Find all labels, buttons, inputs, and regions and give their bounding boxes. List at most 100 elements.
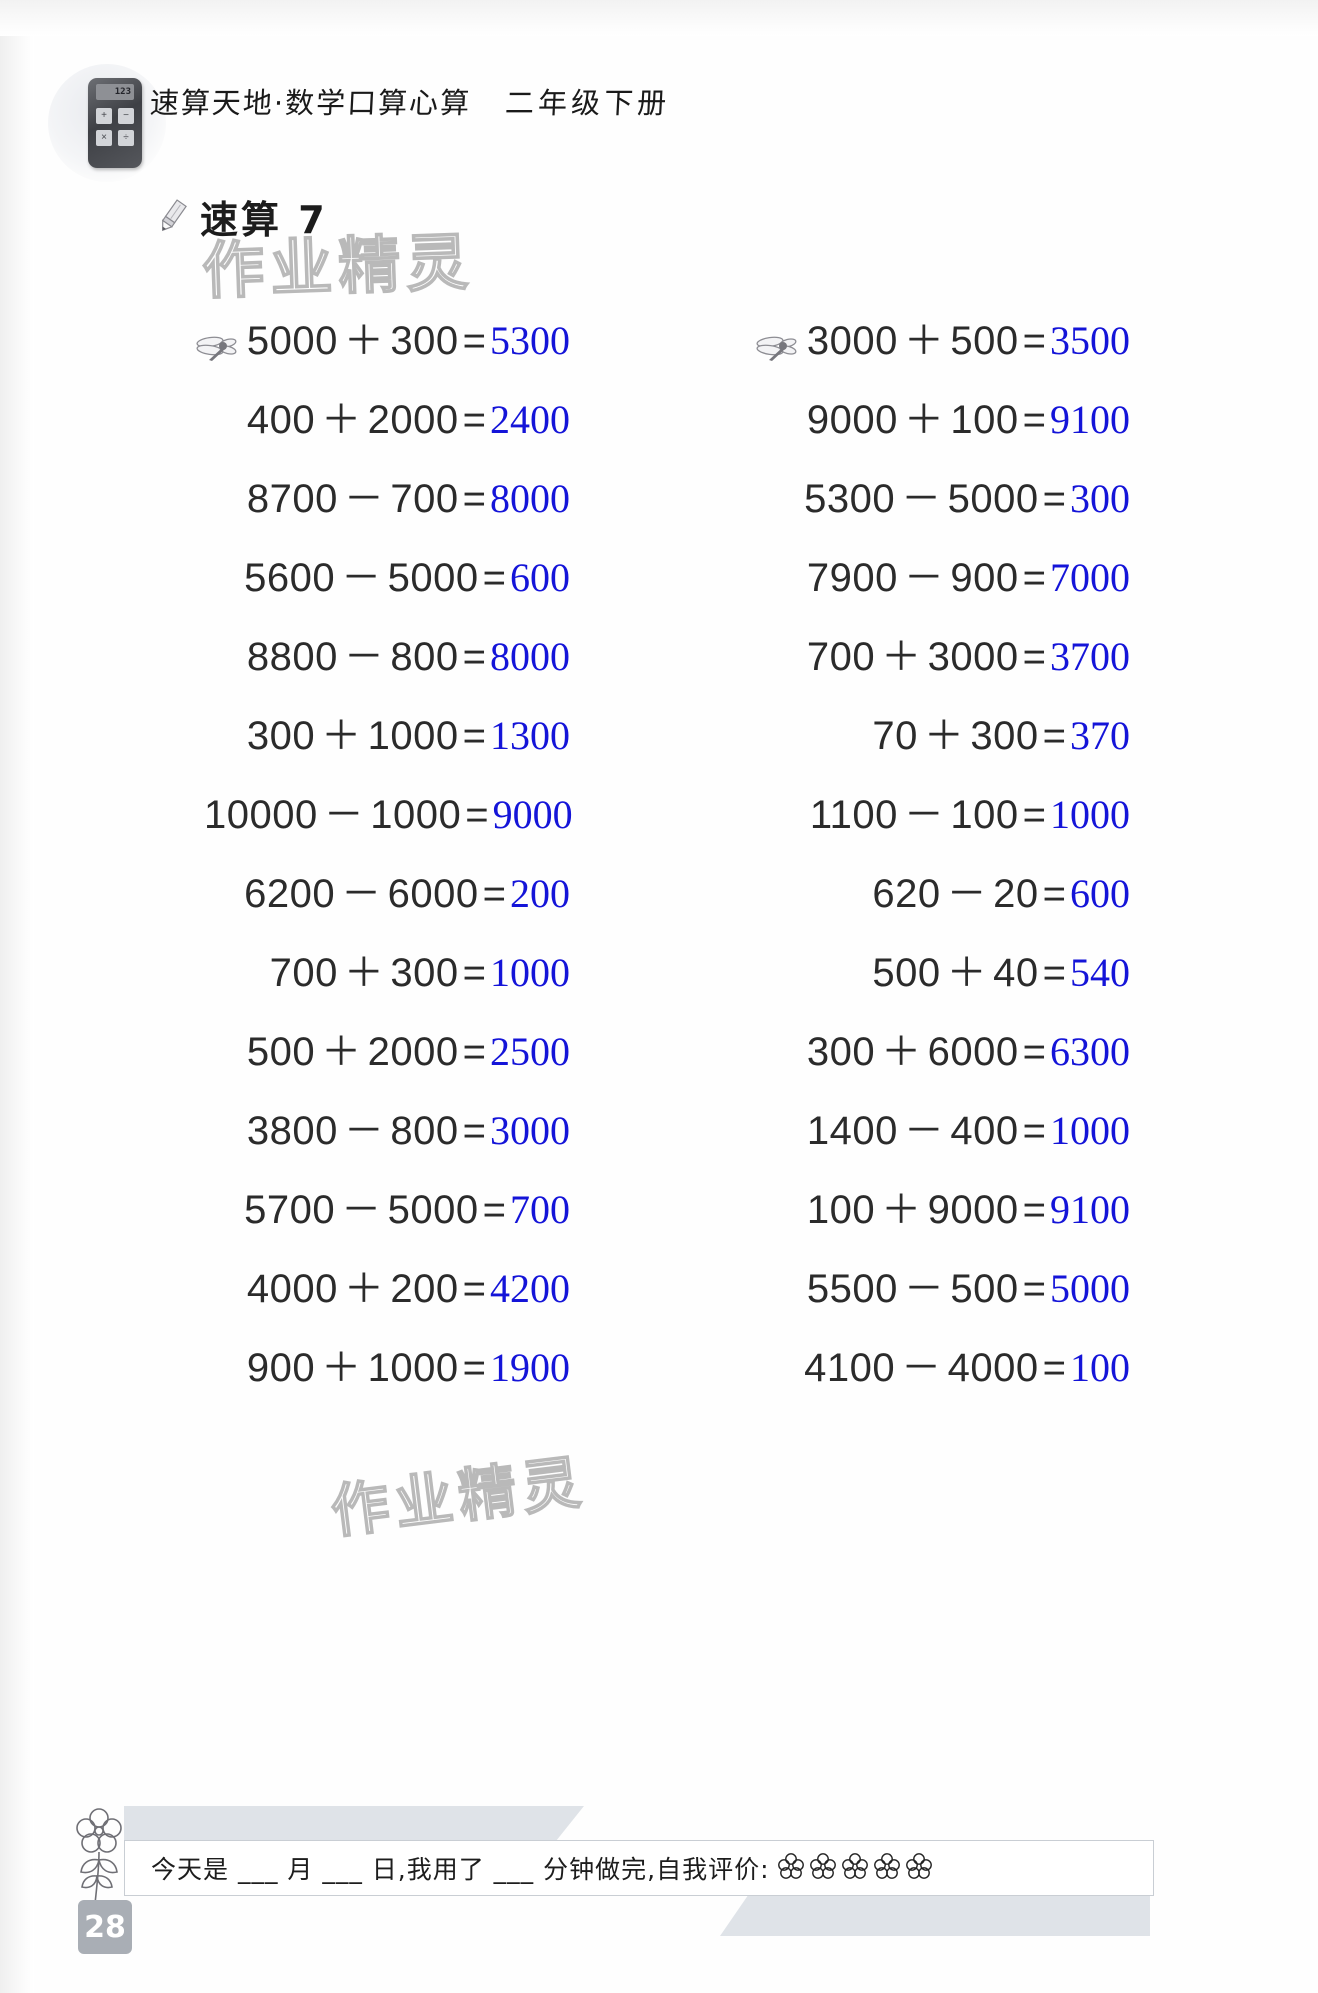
answer-value[interactable]: 3500 xyxy=(1050,318,1130,363)
answer-value[interactable]: 5000 xyxy=(1050,1266,1130,1311)
marker-spacer xyxy=(818,886,870,916)
marker-spacer xyxy=(750,1360,802,1390)
calculator-screen: 123 xyxy=(96,84,134,100)
problem-expression: 5700 － 5000 xyxy=(244,1188,479,1232)
problem-expression: 300 ＋ 1000 xyxy=(246,714,459,758)
answer-value[interactable]: 9100 xyxy=(1050,1187,1130,1232)
calculator-times-key: × xyxy=(96,130,112,146)
equals-sign: = xyxy=(462,714,486,758)
problem-row: 500 ＋ 2000 = 2500 300 ＋ 6000 = 6300 xyxy=(150,1019,1170,1098)
answer-value[interactable]: 200 xyxy=(510,871,570,916)
answer-value[interactable]: 540 xyxy=(1070,950,1130,995)
answer-value[interactable]: 3000 xyxy=(490,1108,570,1153)
marker-spacer xyxy=(750,491,802,521)
problem-cell: 5600 － 5000 = 600 xyxy=(150,545,570,624)
marker-spacer xyxy=(753,412,805,442)
equals-sign: = xyxy=(1022,1267,1046,1311)
answer-value[interactable]: 9100 xyxy=(1050,397,1130,442)
problem-expression: 70 ＋ 300 xyxy=(872,714,1039,758)
self-evaluation-bar: 今天是 ___ 月 ___ 日,我用了 ___ 分钟做完,自我评价: xyxy=(124,1840,1154,1896)
problem-cell: 3000 ＋ 500 = 3500 xyxy=(570,308,1130,387)
answer-value[interactable]: 370 xyxy=(1070,713,1130,758)
problem-row: 4000 ＋ 200 = 4200 5500 － 500 = 5000 xyxy=(150,1256,1170,1335)
problem-row: 8700 － 700 = 8000 5300 － 5000 = 300 xyxy=(150,466,1170,545)
problem-expression: 500 ＋ 40 xyxy=(872,951,1039,995)
marker-spacer xyxy=(753,1281,805,1311)
equals-sign: = xyxy=(482,1188,506,1232)
problem-cell: 9000 ＋ 100 = 9100 xyxy=(570,387,1130,466)
page-number-badge: 28 xyxy=(78,1900,132,1954)
answer-value[interactable]: 1900 xyxy=(490,1345,570,1390)
problem-cell: 8700 － 700 = 8000 xyxy=(150,466,570,545)
rating-flower-5[interactable] xyxy=(904,1851,934,1886)
equals-sign: = xyxy=(1022,398,1046,442)
problem-row: 8800 － 800 = 8000 700 ＋ 3000 = 3700 xyxy=(150,624,1170,703)
problem-expression: 10000 － 1000 xyxy=(204,793,462,837)
problem-expression: 6200 － 6000 xyxy=(244,872,479,916)
problem-expression: 4000 ＋ 200 xyxy=(246,1267,459,1311)
equals-sign: = xyxy=(465,793,489,837)
answer-value[interactable]: 7000 xyxy=(1050,555,1130,600)
answer-value[interactable]: 1000 xyxy=(1050,1108,1130,1153)
answer-value[interactable]: 3700 xyxy=(1050,634,1130,679)
page-header: 123 + − × ÷ 速算天地·数学口算心算 二年级下册 xyxy=(40,58,1280,188)
marker-spacer xyxy=(756,807,808,837)
marker-spacer xyxy=(216,965,268,995)
pencil-icon xyxy=(152,196,192,236)
problem-cell: 1400 － 400 = 1000 xyxy=(570,1098,1130,1177)
answer-value[interactable]: 600 xyxy=(1070,871,1130,916)
calculator-minus-key: − xyxy=(118,108,134,124)
answer-value[interactable]: 4200 xyxy=(490,1266,570,1311)
problem-expression: 1100 － 100 xyxy=(809,793,1019,837)
problem-grid: 5000 ＋ 300 = 5300 3000 ＋ 500 = 3500 400 ＋ 2000 = 2400… xyxy=(150,308,1170,1414)
marker-spacer xyxy=(150,807,202,837)
problem-row: 5600 － 5000 = 600 7900 － 900 = 7000 xyxy=(150,545,1170,624)
problem-row: 5700 － 5000 = 700 100 ＋ 9000 = 9100 xyxy=(150,1177,1170,1256)
rating-flower-4[interactable] xyxy=(872,1851,902,1886)
answer-value[interactable]: 1000 xyxy=(490,950,570,995)
book-grade-text: 二年级下册 xyxy=(504,86,672,120)
answer-value[interactable]: 2400 xyxy=(490,397,570,442)
answer-value[interactable]: 9000 xyxy=(492,792,573,837)
book-title: 速算天地·数学口算心算 二年级下册 xyxy=(149,80,671,122)
rating-flower-1[interactable] xyxy=(776,1851,806,1886)
answer-value[interactable]: 1000 xyxy=(1050,792,1130,837)
problem-expression: 100 ＋ 9000 xyxy=(806,1188,1019,1232)
problem-cell: 4100 － 4000 = 100 xyxy=(570,1335,1130,1414)
problem-expression: 9000 ＋ 100 xyxy=(806,398,1019,442)
rating-flower-2[interactable] xyxy=(808,1851,838,1886)
equals-sign: = xyxy=(462,1267,486,1311)
rating-flower-group[interactable] xyxy=(776,1851,934,1886)
problem-expression: 7900 － 900 xyxy=(806,556,1019,600)
problem-expression: 400 ＋ 2000 xyxy=(246,398,459,442)
answer-value[interactable]: 2500 xyxy=(490,1029,570,1074)
equals-sign: = xyxy=(1042,872,1066,916)
equals-sign: = xyxy=(1022,556,1046,600)
answer-value[interactable]: 5300 xyxy=(490,318,570,363)
answer-value[interactable]: 8000 xyxy=(490,634,570,679)
problem-expression: 700 ＋ 300 xyxy=(269,951,459,995)
marker-spacer xyxy=(818,728,870,758)
answer-value[interactable]: 8000 xyxy=(490,476,570,521)
marker-spacer xyxy=(193,1123,245,1153)
equals-sign: = xyxy=(1022,319,1046,363)
problem-row: 300 ＋ 1000 = 1300 70 ＋ 300 = 370 xyxy=(150,703,1170,782)
problem-cell: 6200 － 6000 = 200 xyxy=(150,861,570,940)
problem-expression: 1400 － 400 xyxy=(806,1109,1019,1153)
marker-spacer xyxy=(193,1360,245,1390)
answer-value[interactable]: 1300 xyxy=(490,713,570,758)
equals-sign: = xyxy=(462,951,486,995)
answer-value[interactable]: 100 xyxy=(1070,1345,1130,1390)
problem-cell: 100 ＋ 9000 = 9100 xyxy=(570,1177,1130,1256)
answer-value[interactable]: 6300 xyxy=(1050,1029,1130,1074)
problem-expression: 4100 － 4000 xyxy=(804,1346,1039,1390)
rating-flower-3[interactable] xyxy=(840,1851,870,1886)
problem-row: 3800 － 800 = 3000 1400 － 400 = 1000 xyxy=(150,1098,1170,1177)
problem-expression: 300 ＋ 6000 xyxy=(806,1030,1019,1074)
equals-sign: = xyxy=(1022,793,1046,837)
answer-value[interactable]: 300 xyxy=(1070,476,1130,521)
problem-cell: 7900 － 900 = 7000 xyxy=(570,545,1130,624)
answer-value[interactable]: 700 xyxy=(510,1187,570,1232)
answer-value[interactable]: 600 xyxy=(510,555,570,600)
marker-spacer xyxy=(190,1202,242,1232)
